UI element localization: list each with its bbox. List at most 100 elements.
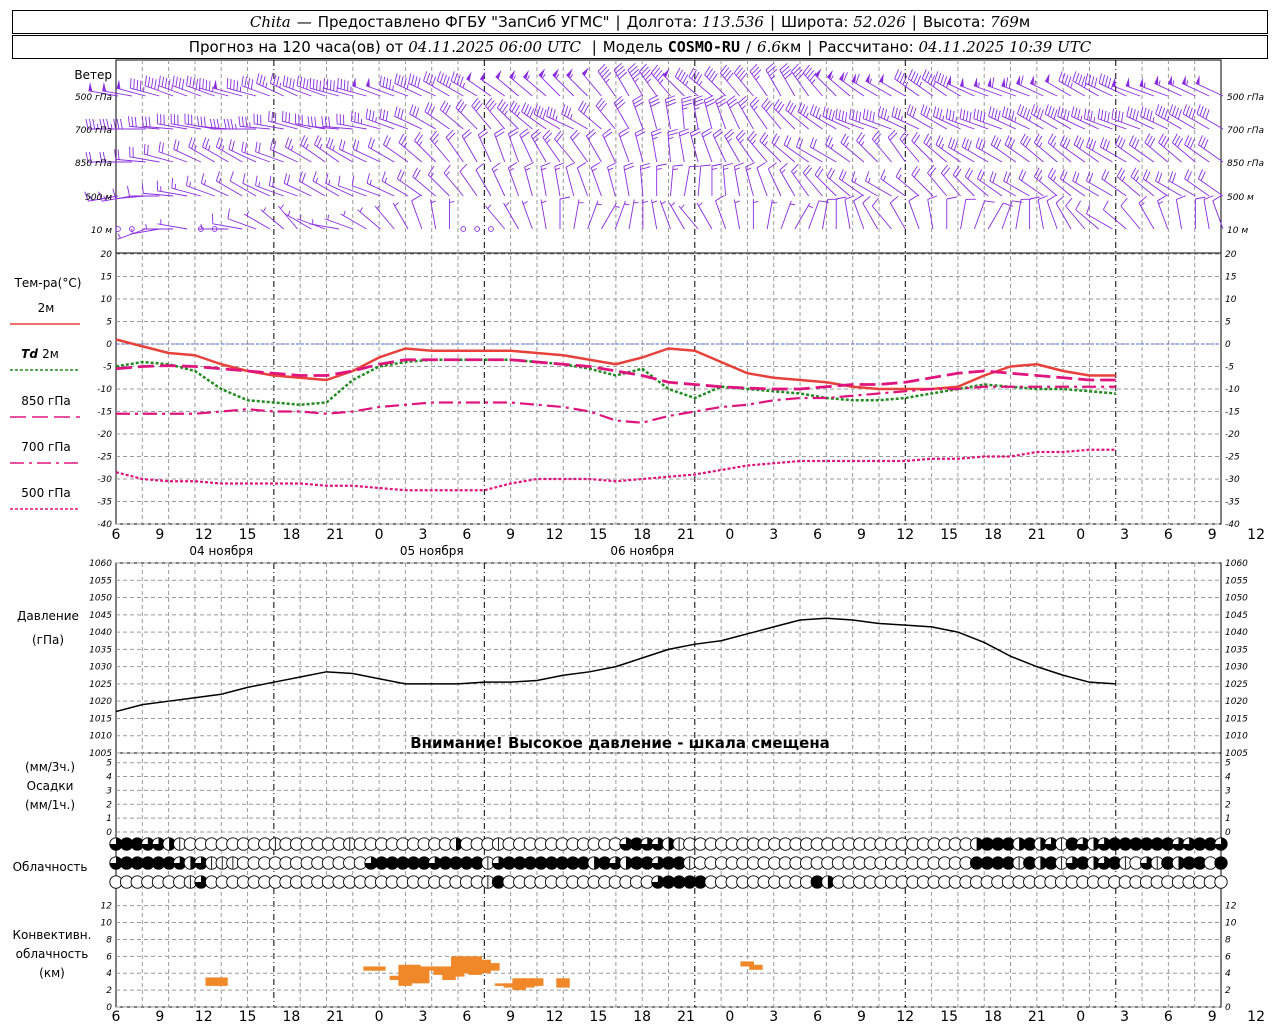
- barb-full: [382, 76, 386, 87]
- barb-full: [779, 62, 788, 71]
- barb-staff: [821, 199, 829, 230]
- barb-full: [1198, 169, 1203, 179]
- barb-full: [521, 102, 527, 112]
- barb-full: [712, 128, 722, 136]
- barb-full: [411, 195, 421, 202]
- barb-staff: [586, 135, 602, 163]
- barb-half: [555, 167, 561, 171]
- barb-full: [1107, 112, 1110, 123]
- barb-full: [1120, 139, 1126, 149]
- barb-full: [936, 107, 940, 118]
- wind-barb: [1115, 135, 1141, 163]
- barb-staff: [701, 133, 713, 163]
- barb-full: [455, 99, 462, 109]
- barb-half: [418, 141, 423, 146]
- barb-full: [880, 169, 886, 179]
- y-tick: 2: [106, 800, 112, 810]
- barb-staff: [479, 78, 506, 97]
- y-tick: 2: [106, 986, 112, 996]
- day-label: 06 ноября: [610, 544, 674, 558]
- wind-barb: [521, 102, 547, 130]
- wind-barb: [733, 64, 754, 97]
- barb-full: [411, 74, 415, 85]
- barb-staff: [424, 111, 450, 130]
- barb-staff: [1182, 113, 1210, 130]
- temp-series-line: [115, 448, 1116, 492]
- wind-barb: [656, 163, 667, 196]
- barb-staff: [269, 185, 298, 197]
- barb-full: [976, 109, 979, 120]
- wind-barb: [215, 137, 243, 163]
- barb-full: [1087, 109, 1090, 120]
- barb-staff: [542, 137, 561, 163]
- barb-full: [398, 133, 405, 143]
- barb-full: [979, 171, 985, 181]
- barb-staff: [613, 102, 630, 130]
- barb-full: [501, 103, 509, 113]
- wind-barb: [1071, 106, 1099, 130]
- barb-full: [678, 128, 689, 133]
- wind-barb: [1139, 77, 1168, 97]
- barb-staff: [697, 166, 702, 197]
- barb-full: [693, 102, 704, 107]
- wind-barb: [614, 200, 630, 230]
- barb-half: [830, 75, 834, 81]
- barb-full: [613, 95, 623, 104]
- wind-barb: [697, 164, 711, 197]
- wind-barb: [681, 95, 693, 130]
- barb-full: [494, 128, 504, 135]
- x-tick: 9: [155, 527, 164, 543]
- barb-full: [738, 95, 747, 104]
- barb-half: [1143, 82, 1146, 88]
- barb-full: [487, 100, 495, 109]
- wind-barbs: [84, 62, 1224, 240]
- legend-label-text: 2м: [42, 347, 59, 361]
- barb-full: [871, 197, 879, 207]
- barb-full: [1115, 135, 1121, 145]
- barb-full: [1102, 200, 1109, 210]
- y-tick: 8: [106, 935, 112, 945]
- wind-barb: [197, 116, 229, 130]
- barb-staff: [88, 195, 119, 202]
- wind-barb: [508, 100, 533, 130]
- barb-full: [268, 111, 270, 122]
- y-tick: 3: [106, 786, 112, 796]
- wind-barb: [157, 219, 188, 230]
- barb-full: [902, 75, 908, 85]
- convective-title-1: Конвективн.: [13, 928, 92, 942]
- barb-staff: [338, 185, 367, 197]
- barb-staff: [1157, 200, 1169, 230]
- barb-half: [624, 203, 630, 206]
- barb-staff: [1055, 202, 1072, 230]
- wind-barb: [285, 210, 312, 230]
- wind-barb: [461, 128, 478, 163]
- barb-full: [1116, 167, 1123, 177]
- barb-flag: [1045, 73, 1050, 83]
- wind-barb: [987, 202, 1013, 230]
- barb-full: [489, 102, 497, 112]
- barb-staff: [383, 144, 409, 163]
- barb-full: [774, 135, 780, 146]
- barb-full: [932, 106, 937, 117]
- barb-full: [923, 133, 930, 143]
- wind-barb: [227, 208, 257, 230]
- wind-barb: [519, 128, 533, 163]
- barb-full: [298, 171, 303, 182]
- barb-full: [439, 100, 446, 110]
- barb-full: [475, 162, 484, 171]
- cloud-symbol-mark: [626, 856, 633, 870]
- wind-barb: [1181, 75, 1210, 97]
- cloud-symbol-mark: [173, 856, 186, 870]
- barb-flag: [879, 73, 884, 83]
- barb-half: [1121, 176, 1126, 182]
- barb-full: [691, 69, 697, 80]
- calm-symbol: [128, 226, 135, 232]
- barb-staff: [578, 109, 602, 130]
- barb-full: [431, 76, 437, 87]
- barb-full: [463, 131, 472, 140]
- barb-full: [1158, 105, 1163, 116]
- wind-barb: [839, 71, 865, 97]
- barb-staff: [1138, 202, 1155, 230]
- barb-full: [1033, 133, 1040, 143]
- wind-barb: [156, 180, 188, 197]
